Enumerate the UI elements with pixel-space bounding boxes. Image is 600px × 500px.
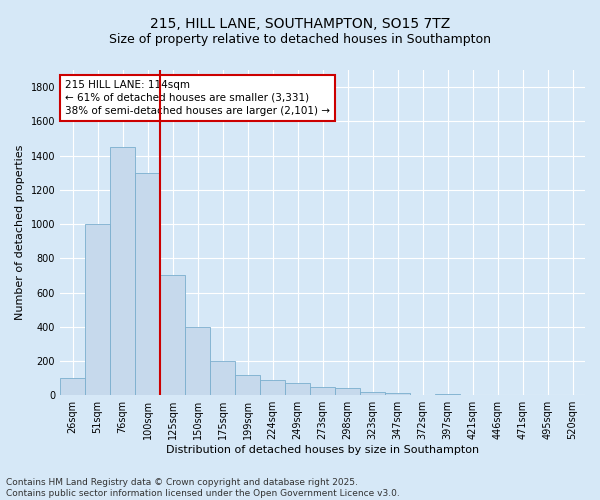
Bar <box>310 386 335 395</box>
Bar <box>110 147 135 395</box>
Bar <box>210 361 235 395</box>
Bar <box>85 224 110 395</box>
Text: Contains HM Land Registry data © Crown copyright and database right 2025.
Contai: Contains HM Land Registry data © Crown c… <box>6 478 400 498</box>
Text: Size of property relative to detached houses in Southampton: Size of property relative to detached ho… <box>109 32 491 46</box>
Bar <box>60 378 85 395</box>
Bar <box>285 383 310 395</box>
Bar <box>135 172 160 395</box>
Bar <box>160 276 185 395</box>
Bar <box>435 394 460 395</box>
Bar <box>385 394 410 395</box>
Text: 215 HILL LANE: 114sqm
← 61% of detached houses are smaller (3,331)
38% of semi-d: 215 HILL LANE: 114sqm ← 61% of detached … <box>65 80 330 116</box>
Bar <box>235 374 260 395</box>
Bar <box>260 380 285 395</box>
Bar <box>360 392 385 395</box>
Bar <box>335 388 360 395</box>
X-axis label: Distribution of detached houses by size in Southampton: Distribution of detached houses by size … <box>166 445 479 455</box>
Text: 215, HILL LANE, SOUTHAMPTON, SO15 7TZ: 215, HILL LANE, SOUTHAMPTON, SO15 7TZ <box>150 18 450 32</box>
Y-axis label: Number of detached properties: Number of detached properties <box>15 145 25 320</box>
Bar <box>185 326 210 395</box>
